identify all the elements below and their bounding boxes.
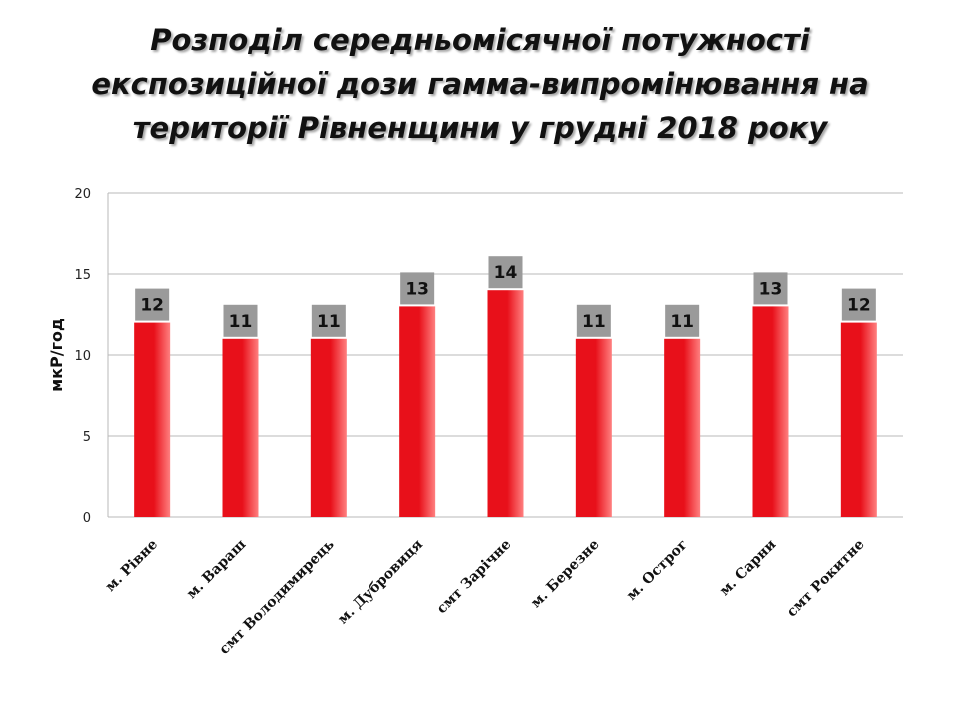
data-label-box [753,272,788,305]
bar [752,306,789,517]
y-axis-label: мкР/год [47,318,66,392]
y-tick-label: 10 [74,349,91,364]
data-label-box [665,304,700,337]
bar [222,338,259,517]
bar [134,322,171,517]
bar [575,338,612,517]
data-labels: 12 11 11 13 14 11 11 13 12 [135,256,876,337]
bar [310,338,347,517]
x-tick-label: м. Дубровиця [335,537,426,628]
y-axis-ticks: 0 5 10 15 20 [74,187,91,526]
data-label: 13 [405,279,429,299]
data-label: 11 [582,312,606,332]
x-tick-label: смт Рокитне [784,536,868,620]
data-label: 11 [229,312,253,332]
data-label: 14 [494,263,518,283]
data-label-box [841,288,876,321]
data-label-box [576,304,611,337]
data-label: 12 [140,296,164,316]
data-label: 13 [759,279,783,299]
bars [134,290,877,517]
data-label-box [400,272,435,305]
chart-title-line-3: території Рівненщини у грудні 2018 року [132,111,828,145]
data-label-box [135,288,170,321]
bar [487,290,524,517]
data-label-box [311,304,346,337]
bar [840,322,877,517]
chart-title-line-1: Розподіл середньомісячної потужності [150,23,810,57]
chart-title: Розподіл середньомісячної потужності екс… [40,18,920,150]
data-label-box [223,304,258,337]
data-label: 11 [670,312,694,332]
x-tick-label: м. Рівне [103,536,161,594]
x-tick-label: м. Березне [528,536,603,611]
bar [664,338,701,517]
x-tick-label: м. Вараш [184,537,250,603]
data-label-box [488,256,523,289]
y-tick-label: 0 [83,511,91,526]
chart-title-line-2: експозиційної дози гамма-випромінювання … [91,67,869,101]
x-tick-label: смт Зарічне [434,536,515,617]
x-tick-label: м. Сарни [717,537,780,600]
x-tick-label: м. Острог [624,537,691,604]
y-tick-label: 20 [74,187,91,202]
data-label: 11 [317,312,341,332]
bar [399,306,436,517]
data-label: 12 [847,296,871,316]
y-tick-label: 5 [83,430,91,445]
y-tick-label: 15 [74,268,91,283]
